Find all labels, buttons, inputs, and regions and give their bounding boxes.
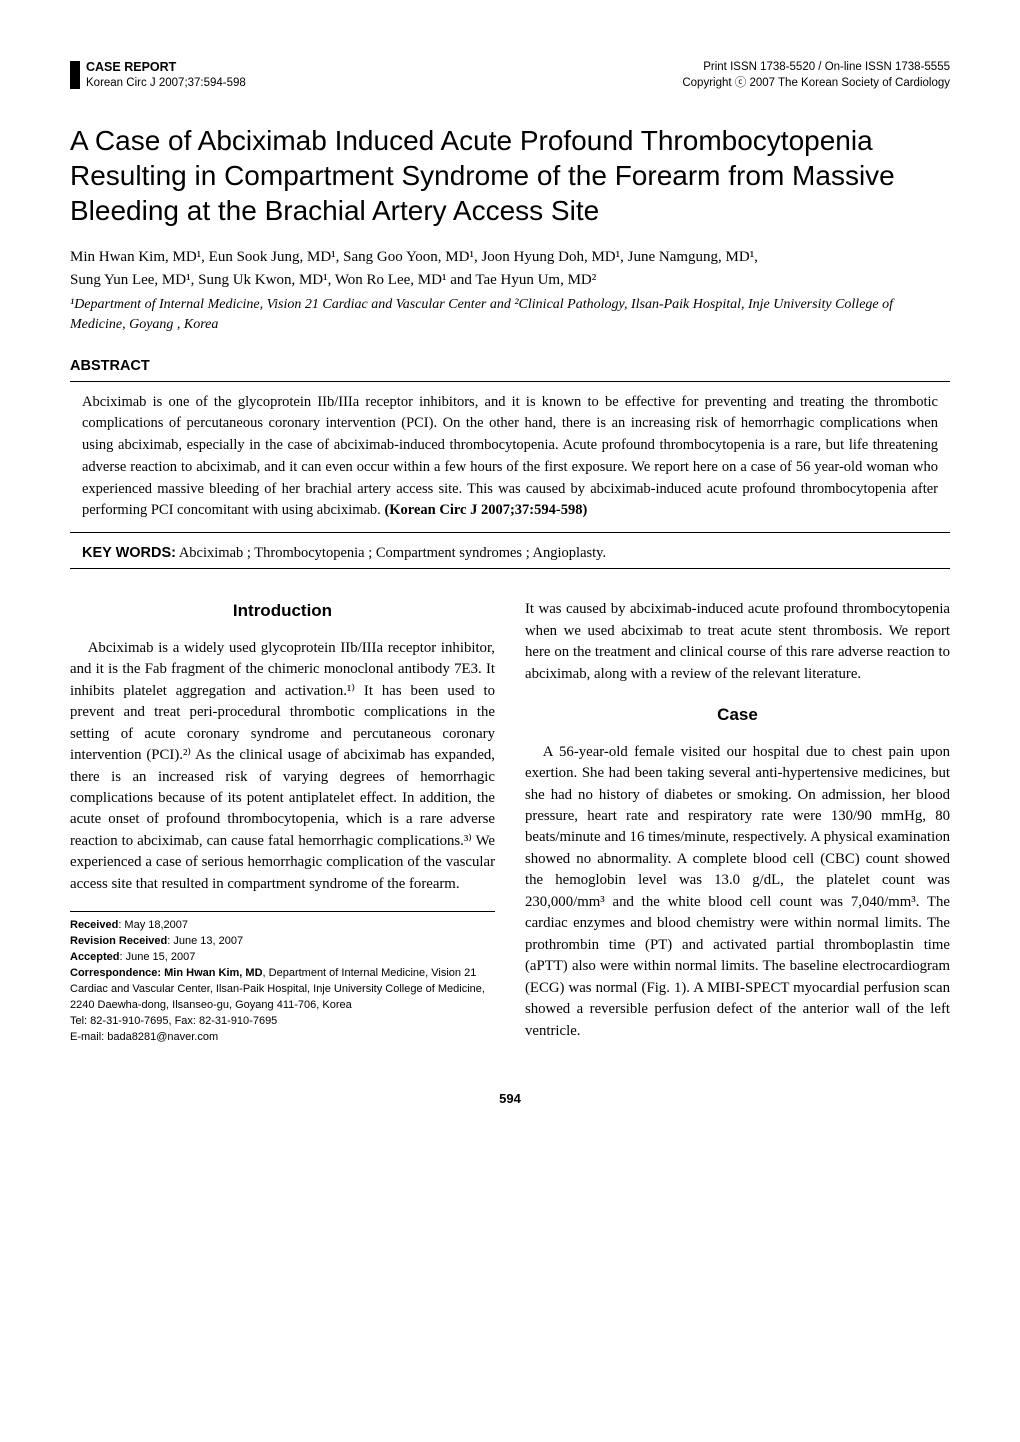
correspondence-block: Correspondence: Min Hwan Kim, MD, Depart… xyxy=(70,966,495,1014)
page-number: 594 xyxy=(70,1090,950,1109)
abstract-cite: (Korean Circ J 2007;37:594-598) xyxy=(384,502,587,518)
authors: Min Hwan Kim, MD¹, Eun Sook Jung, MD¹, S… xyxy=(70,246,950,291)
received-date: : May 18,2007 xyxy=(118,919,188,931)
introduction-paragraph: Abciximab is a widely used glycoprotein … xyxy=(70,638,495,895)
copyright-line: Copyright ⓒ 2007 The Korean Society of C… xyxy=(682,76,950,92)
tel-line: Tel: 82-31-910-7695, Fax: 82-31-910-7695 xyxy=(70,1014,495,1030)
case-report-label: CASE REPORT xyxy=(86,60,246,76)
header-bar-icon xyxy=(70,61,80,89)
abstract-body: Abciximab is one of the glycoprotein IIb… xyxy=(70,392,950,523)
header-left: CASE REPORT Korean Circ J 2007;37:594-59… xyxy=(70,60,246,90)
received-line: Received: May 18,2007 xyxy=(70,918,495,934)
footer-separator xyxy=(70,911,495,912)
page-header: CASE REPORT Korean Circ J 2007;37:594-59… xyxy=(70,60,950,91)
header-right: Print ISSN 1738-5520 / On-line ISSN 1738… xyxy=(682,60,950,91)
accepted-date: : June 15, 2007 xyxy=(120,951,196,963)
header-left-text: CASE REPORT Korean Circ J 2007;37:594-59… xyxy=(86,60,246,90)
correspondence-label: Correspondence: Min Hwan Kim, MD xyxy=(70,967,263,979)
keywords: KEY WORDS: Abciximab ; Thrombocytopenia … xyxy=(70,543,950,564)
keywords-label: KEY WORDS: xyxy=(82,545,176,561)
introduction-heading: Introduction xyxy=(70,599,495,624)
rule-mid xyxy=(70,532,950,533)
rule-top xyxy=(70,381,950,382)
issn-line: Print ISSN 1738-5520 / On-line ISSN 1738… xyxy=(682,60,950,76)
journal-reference: Korean Circ J 2007;37:594-598 xyxy=(86,76,246,90)
case-heading: Case xyxy=(525,703,950,728)
received-label: Received xyxy=(70,919,118,931)
revision-date: : June 13, 2007 xyxy=(167,935,243,947)
abstract-text: Abciximab is one of the glycoprotein IIb… xyxy=(82,394,938,519)
right-column: It was caused by abciximab-induced acute… xyxy=(525,599,950,1046)
authors-line-1: Min Hwan Kim, MD¹, Eun Sook Jung, MD¹, S… xyxy=(70,249,758,265)
authors-line-2: Sung Yun Lee, MD¹, Sung Uk Kwon, MD¹, Wo… xyxy=(70,272,596,288)
intro-continuation: It was caused by abciximab-induced acute… xyxy=(525,599,950,685)
email-line: E-mail: bada8281@naver.com xyxy=(70,1030,495,1046)
accepted-line: Accepted: June 15, 2007 xyxy=(70,950,495,966)
abstract-label: ABSTRACT xyxy=(70,356,950,377)
body-columns: Introduction Abciximab is a widely used … xyxy=(70,599,950,1046)
accepted-label: Accepted xyxy=(70,951,120,963)
case-paragraph: A 56-year-old female visited our hospita… xyxy=(525,742,950,1042)
left-column: Introduction Abciximab is a widely used … xyxy=(70,599,495,1046)
article-title: A Case of Abciximab Induced Acute Profou… xyxy=(70,123,950,228)
rule-bottom xyxy=(70,568,950,569)
article-footer: Received: May 18,2007 Revision Received:… xyxy=(70,918,495,1046)
affiliations: ¹Department of Internal Medicine, Vision… xyxy=(70,295,950,336)
revision-line: Revision Received: June 13, 2007 xyxy=(70,934,495,950)
revision-label: Revision Received xyxy=(70,935,167,947)
keywords-text: Abciximab ; Thrombocytopenia ; Compartme… xyxy=(176,545,606,561)
